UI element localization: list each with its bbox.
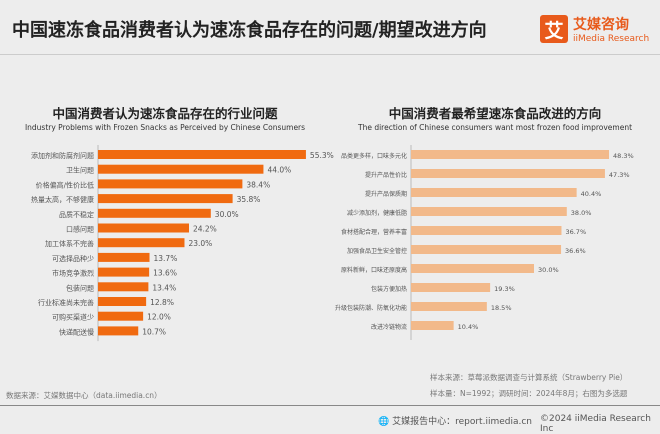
data-label: 10.4% bbox=[458, 323, 479, 331]
bar bbox=[98, 150, 306, 159]
category-label: 加工体系不完善 bbox=[45, 239, 94, 248]
data-label: 24.2% bbox=[193, 225, 217, 234]
bar bbox=[411, 321, 454, 330]
bar bbox=[98, 238, 185, 248]
logo-cn: 艾媒咨询 bbox=[573, 17, 629, 33]
category-label: 改进冷链物流 bbox=[371, 323, 407, 331]
report-text: 艾媒报告中心：report.iimedia.cn bbox=[392, 417, 532, 427]
bar bbox=[98, 267, 150, 277]
category-label: 行业标准尚未完善 bbox=[38, 298, 94, 307]
left-chart-title: 中国消费者认为速冻食品存在的行业问题 bbox=[52, 106, 278, 121]
data-label: 44.0% bbox=[267, 166, 291, 175]
category-label: 添加剂和防腐剂问题 bbox=[31, 151, 94, 160]
category-label: 热量太高，不够健康 bbox=[31, 195, 94, 204]
data-label: 55.3% bbox=[310, 151, 334, 160]
report-link[interactable]: 🌐 艾媒报告中心：report.iimedia.cn bbox=[378, 414, 532, 427]
bar bbox=[411, 302, 487, 311]
category-label: 原料新鲜，口味还原度高 bbox=[341, 266, 407, 274]
data-label: 30.0% bbox=[538, 266, 559, 274]
category-label: 口感问题 bbox=[66, 225, 94, 234]
globe-icon: 🌐 bbox=[378, 417, 390, 427]
category-label: 卫生问题 bbox=[66, 166, 94, 175]
data-label: 23.0% bbox=[188, 239, 212, 248]
bar bbox=[98, 326, 139, 336]
logo-en: iiMedia Research bbox=[573, 34, 650, 44]
data-label: 36.7% bbox=[565, 228, 586, 236]
logo-mark: 艾 bbox=[540, 15, 568, 43]
data-label: 35.8% bbox=[237, 195, 261, 204]
bar bbox=[98, 194, 233, 204]
bar bbox=[411, 150, 610, 159]
data-label: 30.0% bbox=[215, 210, 239, 219]
page-title: 中国速冻食品消费者认为速冻食品存在的问题/期望改进方向 bbox=[12, 20, 487, 41]
bar bbox=[411, 245, 562, 254]
data-label: 48.3% bbox=[613, 152, 634, 160]
category-label: 快递配送慢 bbox=[59, 327, 94, 336]
bar bbox=[411, 226, 562, 235]
data-label: 13.4% bbox=[152, 283, 176, 292]
data-label: 12.0% bbox=[147, 313, 171, 322]
data-label: 13.7% bbox=[154, 254, 178, 263]
category-label: 可购买渠道少 bbox=[52, 313, 94, 322]
data-label: 47.3% bbox=[609, 171, 630, 179]
data-label: 19.3% bbox=[494, 285, 515, 293]
divider bbox=[0, 54, 660, 55]
data-label: 38.0% bbox=[571, 209, 592, 217]
category-label: 提升产品性价比 bbox=[365, 171, 407, 179]
right-chart-title: 中国消费者最希望速冻食品改进的方向 bbox=[388, 106, 602, 121]
sample-source: 样本来源：草莓派数据调查与计算系统（Strawberry Pie） bbox=[430, 373, 628, 382]
footer-divider bbox=[0, 405, 660, 406]
data-label: 36.6% bbox=[565, 247, 586, 255]
category-label: 可选择品种少 bbox=[52, 254, 94, 263]
data-label: 13.6% bbox=[153, 269, 177, 278]
category-label: 加强食品卫生安全管控 bbox=[347, 247, 407, 255]
bar bbox=[98, 252, 150, 262]
bar bbox=[411, 283, 491, 292]
bar bbox=[411, 264, 534, 273]
bar bbox=[98, 164, 264, 174]
bar bbox=[411, 188, 577, 197]
data-label: 38.4% bbox=[246, 180, 270, 189]
bar bbox=[98, 282, 149, 292]
right-chart-subtitle: The direction of Chinese consumers want … bbox=[357, 123, 633, 132]
category-label: 市场竞争激烈 bbox=[52, 269, 94, 278]
category-label: 包装问题 bbox=[66, 283, 94, 292]
category-label: 食材搭配合理，营养丰富 bbox=[341, 228, 407, 236]
bar bbox=[98, 179, 243, 189]
data-label: 10.7% bbox=[142, 327, 166, 336]
category-label: 价格偏高/性价比低 bbox=[36, 180, 94, 189]
bar bbox=[98, 297, 147, 306]
bar bbox=[411, 207, 567, 216]
data-label: 18.5% bbox=[491, 304, 512, 312]
category-label: 品类更多样，口味多元化 bbox=[341, 152, 407, 160]
data-label: 12.8% bbox=[150, 298, 174, 307]
bar bbox=[98, 311, 144, 321]
category-label: 提升产品保质期 bbox=[365, 190, 407, 198]
logo: 艾 艾媒咨询 iiMedia Research bbox=[540, 14, 649, 44]
copyright: ©2024 iiMedia Research Inc bbox=[540, 414, 651, 434]
category-label: 包装方便加热 bbox=[371, 285, 407, 293]
category-label: 减少添加剂，健康低脂 bbox=[347, 209, 407, 217]
bar bbox=[98, 208, 211, 218]
sample-size: 样本量：N=1992；调研时间：2024年8月；右图为多选题 bbox=[430, 389, 628, 398]
left-chart-subtitle: Industry Problems with Frozen Snacks as … bbox=[24, 123, 306, 132]
data-source: 数据来源：艾媒数据中心（data.iimedia.cn） bbox=[6, 391, 162, 400]
category-label: 品质不稳定 bbox=[59, 210, 94, 219]
bar bbox=[98, 223, 189, 233]
bar bbox=[411, 169, 605, 178]
category-label: 升级包装防潮、防氧化功能 bbox=[335, 304, 407, 312]
data-label: 40.4% bbox=[581, 190, 602, 198]
